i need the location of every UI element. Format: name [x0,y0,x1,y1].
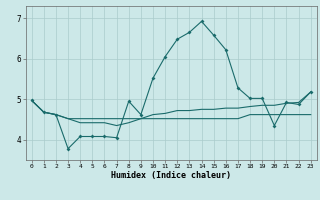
X-axis label: Humidex (Indice chaleur): Humidex (Indice chaleur) [111,171,231,180]
